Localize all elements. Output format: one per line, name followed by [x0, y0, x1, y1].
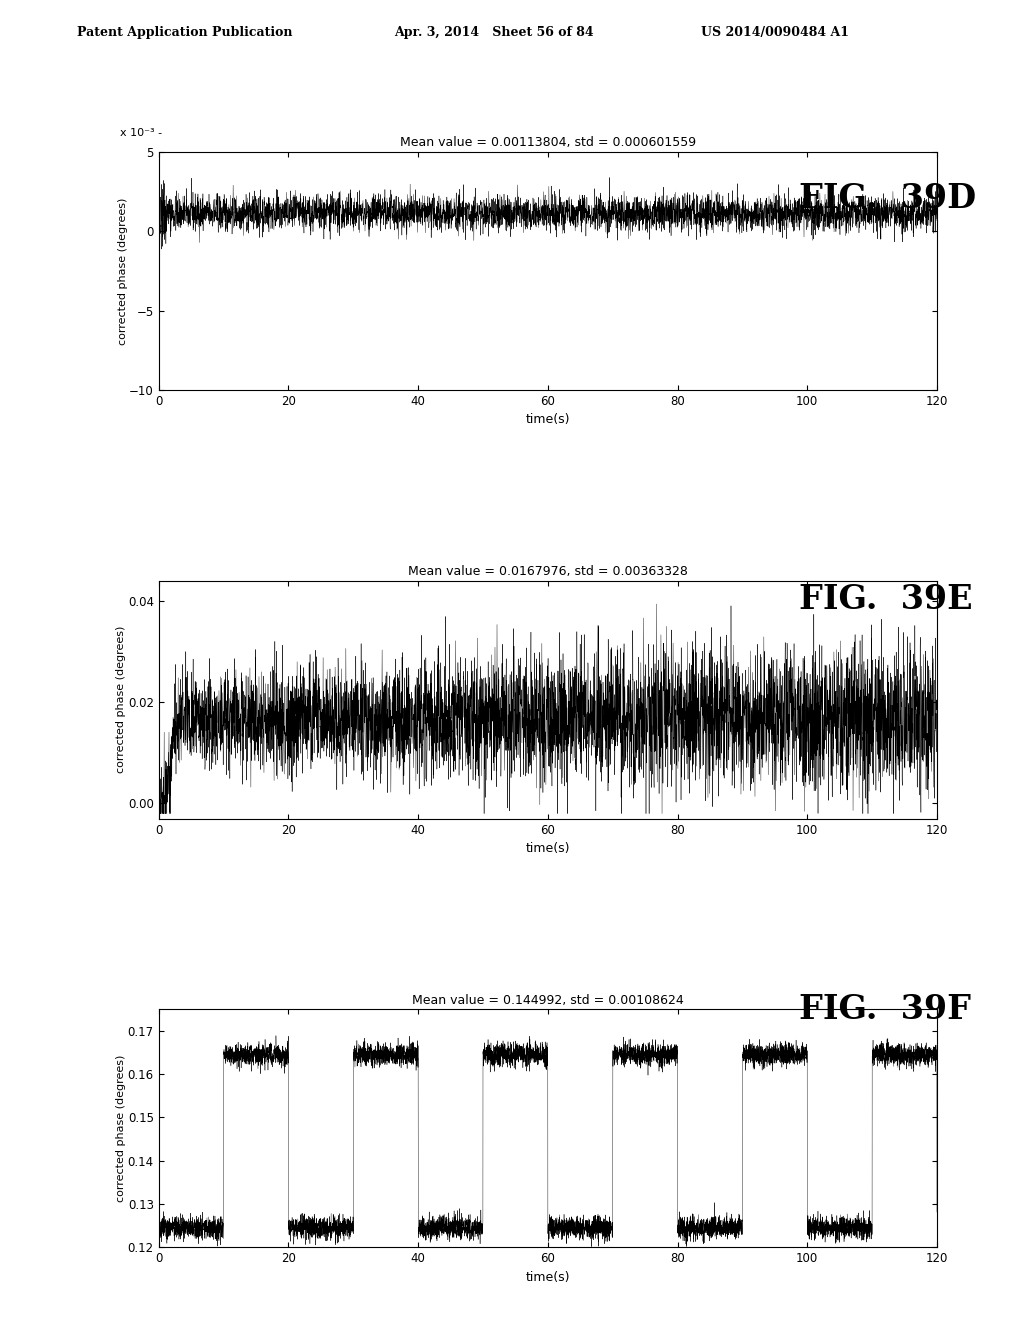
Text: Apr. 3, 2014   Sheet 56 of 84: Apr. 3, 2014 Sheet 56 of 84: [394, 26, 594, 40]
Text: Patent Application Publication: Patent Application Publication: [77, 26, 292, 40]
Y-axis label: corrected phase (degrees): corrected phase (degrees): [118, 197, 128, 345]
Text: US 2014/0090484 A1: US 2014/0090484 A1: [701, 26, 850, 40]
Text: x 10⁻³ -: x 10⁻³ -: [120, 128, 162, 137]
X-axis label: time(s): time(s): [525, 1271, 570, 1284]
Title: Mean value = 0.00113804, std = 0.000601559: Mean value = 0.00113804, std = 0.0006015…: [399, 136, 696, 149]
Text: FIG.  39F: FIG. 39F: [799, 993, 971, 1026]
Y-axis label: corrected phase (degrees): corrected phase (degrees): [117, 626, 127, 774]
X-axis label: time(s): time(s): [525, 842, 570, 855]
Title: Mean value = 0.144992, std = 0.00108624: Mean value = 0.144992, std = 0.00108624: [412, 994, 684, 1007]
Text: FIG.  39D: FIG. 39D: [799, 182, 976, 215]
Y-axis label: corrected phase (degrees): corrected phase (degrees): [117, 1055, 126, 1203]
Text: FIG.  39E: FIG. 39E: [799, 583, 973, 616]
Title: Mean value = 0.0167976, std = 0.00363328: Mean value = 0.0167976, std = 0.00363328: [408, 565, 688, 578]
X-axis label: time(s): time(s): [525, 413, 570, 426]
